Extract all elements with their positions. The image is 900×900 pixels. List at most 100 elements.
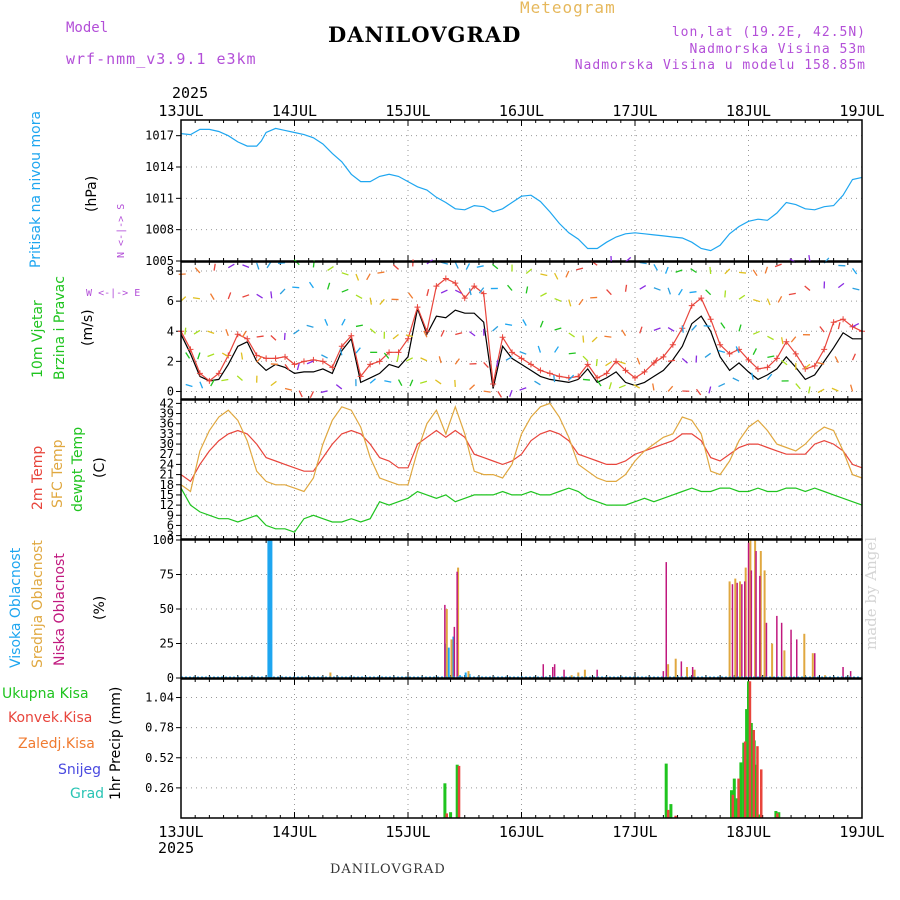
wind-barb <box>764 266 769 274</box>
ukupna-kisa-bar <box>749 723 753 818</box>
wind-barb <box>496 359 499 367</box>
wind-barb <box>568 374 575 381</box>
gust-marker <box>688 302 695 309</box>
srednja-oblacnost-bar <box>693 669 696 678</box>
gust-marker <box>187 346 194 353</box>
wind-barb <box>668 359 676 362</box>
wind-barb <box>469 384 476 390</box>
niska-oblacnost-bar <box>542 664 544 678</box>
wind-barb <box>595 359 598 367</box>
niska-oblacnost-bar <box>741 584 743 678</box>
y-tick-label: 36 <box>160 417 174 431</box>
wind-barb <box>652 383 655 391</box>
gust-marker <box>830 319 837 326</box>
wind-barb <box>335 384 343 390</box>
srednja-oblacnost-bar <box>583 669 586 678</box>
wind-barb <box>483 390 491 393</box>
gust-marker <box>792 350 799 357</box>
gust-marker <box>613 358 620 365</box>
pressure-line <box>180 127 863 252</box>
gust-marker <box>490 380 497 387</box>
precip-legend-total: Ukupna Kisa <box>2 686 89 702</box>
wind-barb <box>604 335 612 338</box>
gust-marker <box>291 361 298 368</box>
wind-barb <box>568 299 572 307</box>
wind-barb <box>339 348 343 356</box>
wind-barb <box>292 286 300 289</box>
y-tick-label: 6 <box>167 518 174 532</box>
wind-barb <box>724 268 731 275</box>
wind-barb <box>525 268 533 274</box>
gust-marker <box>773 355 780 362</box>
wind-barb <box>608 382 612 390</box>
gust-marker <box>849 323 856 330</box>
niska-oblacnost-bar <box>691 667 694 678</box>
precip-legend-snow: Snijeg <box>58 762 102 778</box>
wind-barb <box>606 289 612 296</box>
wind-barb <box>708 386 712 394</box>
srednja-oblacnost-bar <box>450 639 453 678</box>
gust-marker <box>660 353 667 360</box>
gust-marker <box>754 365 761 372</box>
wind-barb <box>440 329 445 337</box>
wind-barb <box>420 357 428 362</box>
wind-barb <box>369 328 376 334</box>
y-tick-label: 1.04 <box>145 691 174 705</box>
wind-barb <box>804 363 811 370</box>
wind-barb <box>766 373 773 381</box>
y-tick-label: 12 <box>160 498 174 512</box>
gust-marker <box>632 374 638 381</box>
model-label: Model <box>66 20 109 36</box>
wind-barb <box>582 378 591 381</box>
wind-barb <box>309 391 315 399</box>
gust-marker <box>821 346 828 353</box>
wind-barb <box>483 361 489 369</box>
y-tick-label: 39 <box>160 407 174 421</box>
day-label-top: 19JUL <box>839 102 884 120</box>
wind-barb <box>193 329 201 335</box>
y-tick-label: 1014 <box>145 160 174 174</box>
konvek-kisa-bar <box>737 778 740 818</box>
ukupna-kisa-bar <box>732 778 736 818</box>
gust-marker <box>764 364 771 371</box>
wind-barb <box>308 281 314 289</box>
srednja-oblacnost-bar <box>744 567 747 678</box>
niska-oblacnost-bar <box>814 653 816 678</box>
srednja-oblacnost-bar <box>739 581 741 678</box>
wind-barb <box>383 352 390 359</box>
compass-e-label: E <box>134 288 141 299</box>
niska-oblacnost-bar <box>736 582 738 678</box>
gust-marker <box>811 362 818 369</box>
gust-marker <box>376 358 383 365</box>
srednja-oblacnost-bar <box>771 643 774 678</box>
wind-barb <box>605 361 612 367</box>
wind-barb <box>621 329 627 337</box>
day-label-top: 17JUL <box>612 102 657 120</box>
niska-oblacnost-bar <box>790 629 792 678</box>
wind-barb <box>851 353 856 361</box>
gust-marker <box>405 335 411 342</box>
srednja-oblacnost-bar <box>803 633 806 678</box>
wind-barb <box>497 391 503 398</box>
wind-barb <box>678 288 683 296</box>
wind-barb <box>689 291 697 294</box>
wind-barb <box>423 330 428 338</box>
niska-oblacnost-bar <box>744 581 746 678</box>
gust-marker <box>556 373 563 380</box>
y-tick-label: 50 <box>160 602 174 616</box>
visoka-oblacnost-bar <box>452 636 455 678</box>
wind-barb <box>256 262 260 270</box>
wind-barb <box>808 255 811 263</box>
precip-legend-conv: Konvek.Kisa <box>8 710 93 726</box>
wind-barb <box>492 325 499 332</box>
year-top: 2025 <box>172 84 209 102</box>
wind-barb <box>185 352 191 359</box>
konvek-kisa-bar <box>776 813 779 818</box>
wind-barb <box>366 273 371 281</box>
wind-barb <box>392 334 399 340</box>
wind-barb <box>717 349 726 353</box>
wind-barb <box>465 263 471 270</box>
wind-barb <box>780 337 784 345</box>
day-label-top: 14JUL <box>272 102 317 120</box>
wind-barb <box>320 390 328 394</box>
